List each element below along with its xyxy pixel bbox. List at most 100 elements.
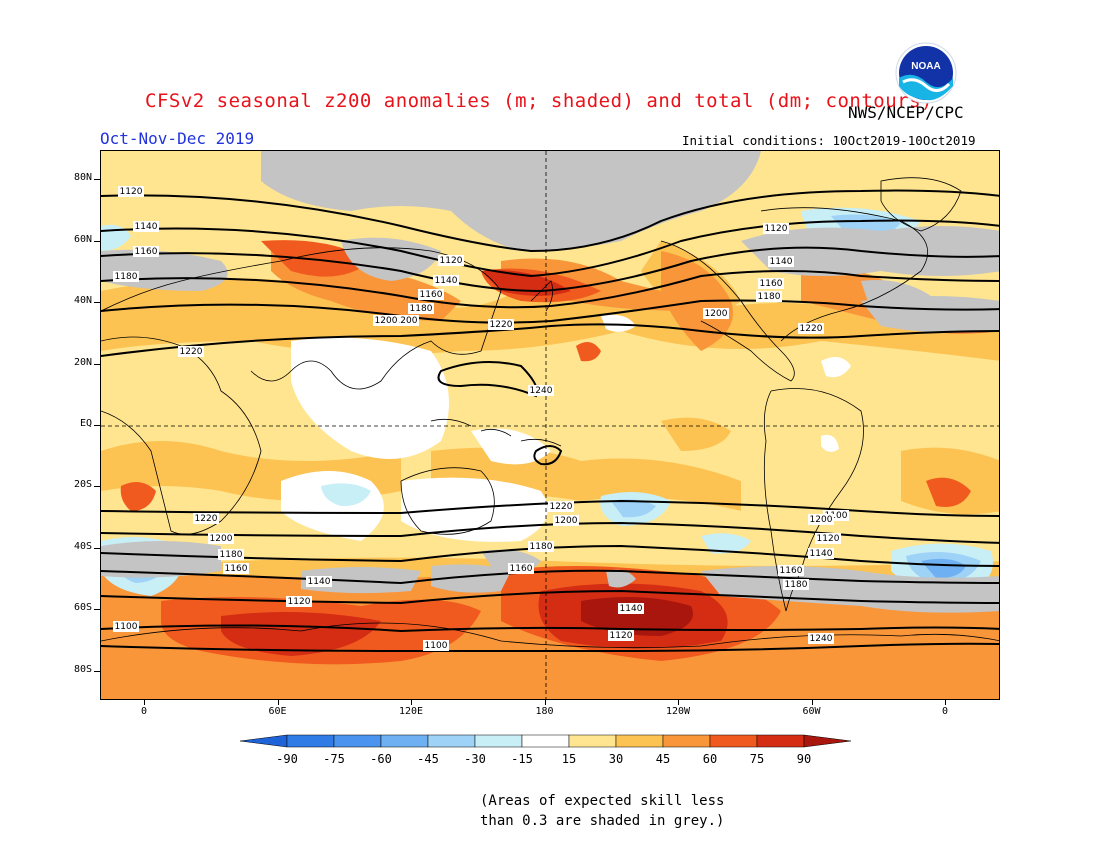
lat-tick-mark — [94, 425, 100, 426]
lon-tick-label: 120E — [398, 706, 424, 717]
contour-label-text: 1120 — [440, 256, 463, 266]
contour-label-bg — [548, 501, 574, 512]
contour-label: 1200 — [393, 315, 419, 326]
contour-label-text: 1160 — [780, 566, 803, 576]
lon-tick-label: 0 — [140, 706, 148, 717]
contour-label-text: 1100 — [425, 641, 448, 651]
contour-label-bg — [808, 548, 834, 559]
contour-label-text: 1200 — [210, 534, 233, 544]
contour-label-bg — [223, 563, 249, 574]
contour-label-text: 1120 — [610, 631, 633, 641]
contour-label-bg — [763, 223, 789, 234]
colorbar-label: 30 — [609, 752, 623, 766]
lat-tick-label: EQ — [79, 418, 92, 429]
colorbar-swatch — [474, 734, 523, 748]
contour-label-bg — [208, 533, 234, 544]
colorbar: -90 -75 -60 -45 -30 -15 15 30 45 60 75 90 — [239, 733, 860, 777]
contour-label-bg — [758, 278, 784, 289]
contour-label: 1120 — [118, 186, 144, 197]
contour-label: 1220 — [798, 323, 824, 334]
contour-label: 1100 — [823, 510, 849, 521]
contour-label-bg — [488, 319, 514, 330]
agency-credit: NWS/NCEP/CPC — [848, 103, 964, 122]
contour-label-text: 1220 — [195, 514, 218, 524]
colorbar-label: 15 — [562, 752, 576, 766]
contour-label: 1160 — [133, 246, 159, 257]
colorbar-label: -75 — [323, 752, 345, 766]
contour-label: 1200 — [208, 533, 234, 544]
contour-label-bg — [118, 186, 144, 197]
contour-label-text: 1200 — [555, 516, 578, 526]
lon-tick-label: 60W — [802, 706, 821, 717]
contour-label-text: 1120 — [288, 597, 311, 607]
colorbar-swatch — [286, 734, 335, 748]
contour-label-text: 1220 — [800, 324, 823, 334]
colorbar-swatch — [380, 734, 429, 748]
skill-note-line-1: (Areas of expected skill less — [480, 793, 725, 809]
contour-label: 1160 — [508, 563, 534, 574]
colorbar-label: 60 — [703, 752, 717, 766]
lat-tick-mark — [94, 609, 100, 611]
contour-label: 1180 — [113, 271, 139, 282]
lon-tick-mark — [678, 700, 679, 705]
contour-label-bg — [306, 576, 332, 587]
contour-label-text: 1180 — [220, 550, 243, 560]
contour-label-text: 1220 — [180, 347, 203, 357]
contour-label-text: 1140 — [435, 276, 458, 286]
colorbar-swatches: -90 -75 -60 -45 -30 -15 15 30 45 60 75 90 — [239, 734, 852, 766]
contour-label-bg — [218, 549, 244, 560]
contour-label: 1220 — [548, 501, 574, 512]
contour-label-bg — [756, 291, 782, 302]
contour-label-bg — [438, 255, 464, 266]
contour-label: 1160 — [778, 565, 804, 576]
contour-label-bg — [418, 289, 444, 300]
contour-label: 1120 — [286, 596, 312, 607]
lon-tick-mark — [544, 700, 546, 705]
colorbar-label: -45 — [417, 752, 439, 766]
lon-tick-label: 120W — [665, 706, 691, 717]
contour-label-text: 1140 — [135, 222, 158, 232]
contour-label: 1200 — [373, 315, 399, 326]
contour-label-bg — [808, 514, 834, 525]
lat-tick-label: 80N — [73, 172, 92, 184]
contour-label-text: 1140 — [620, 604, 643, 614]
contour-label-text: 1180 — [115, 272, 138, 282]
contour-label: 1180 — [528, 541, 554, 552]
lat-tick-label: 60S — [73, 602, 92, 614]
colorbar-swatch — [756, 734, 805, 748]
contour-label-bg — [798, 323, 824, 334]
colorbar-label: 45 — [656, 752, 670, 766]
lat-tick-label: 40S — [73, 540, 92, 552]
contour-label-bg — [768, 256, 794, 267]
forecast-period: Oct-Nov-Dec 2019 — [100, 129, 255, 148]
lat-tick-mark — [94, 179, 100, 181]
contour-label-text: 1140 — [308, 577, 331, 587]
lon-tick-mark — [144, 700, 145, 705]
contour-label-bg — [113, 621, 139, 632]
colorbar-swatch — [615, 734, 664, 748]
contour-label-text: 1180 — [410, 304, 433, 314]
colorbar-label: 90 — [797, 752, 811, 766]
contour-label-bg — [528, 385, 554, 396]
contour-label-bg — [815, 533, 841, 544]
noaa-logo: NOAA — [895, 42, 957, 104]
lat-tick-label: 80S — [73, 663, 92, 675]
contour-label-bg — [133, 246, 159, 257]
contour-label-text: 1160 — [760, 279, 783, 289]
low-skill-grey-mask — [101, 151, 999, 613]
contour-label-text: 1240 — [530, 386, 553, 396]
contour-label: 1160 — [223, 563, 249, 574]
lat-tick-mark — [94, 547, 100, 549]
contour-label: 1180 — [408, 303, 434, 314]
contour-label: 1160 — [418, 289, 444, 300]
contour-label-text: 1220 — [490, 320, 513, 330]
colorbar-swatch — [662, 734, 711, 748]
contour-label-text: 1200 — [395, 316, 418, 326]
contour-label: 1100 — [113, 621, 139, 632]
contour-label-bg — [113, 271, 139, 282]
contour-label-bg — [703, 308, 729, 319]
contour-label-text: 1160 — [135, 247, 158, 257]
contour-label-text: 1180 — [530, 542, 553, 552]
contour-label-bg — [373, 315, 399, 326]
contour-label-bg — [433, 275, 459, 286]
